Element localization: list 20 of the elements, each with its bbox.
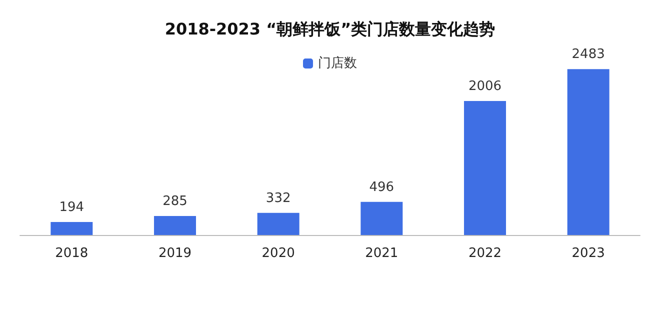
x-tick-label: 2019 [158, 246, 192, 261]
data-label: 2483 [572, 47, 605, 62]
chart-title: 2018-2023 “朝鲜拌饭”类门店数量变化趋势 [164, 20, 496, 38]
data-label: 285 [162, 194, 188, 209]
data-label: 2006 [468, 79, 502, 94]
bar [360, 202, 403, 235]
legend-label: 门店数 [318, 55, 357, 71]
x-tick-label: 2020 [262, 246, 295, 261]
data-label: 496 [369, 180, 394, 195]
bar [154, 216, 196, 235]
x-tick-label: 2021 [365, 246, 398, 261]
data-label: 332 [266, 190, 291, 206]
x-tick-label: 2018 [55, 246, 88, 261]
data-label: 194 [59, 200, 84, 216]
bar [50, 222, 93, 235]
bar [257, 212, 300, 235]
x-tick-label: 2022 [468, 246, 502, 261]
bar [567, 69, 610, 235]
x-tick-label: 2023 [572, 246, 605, 261]
bar [464, 101, 506, 235]
